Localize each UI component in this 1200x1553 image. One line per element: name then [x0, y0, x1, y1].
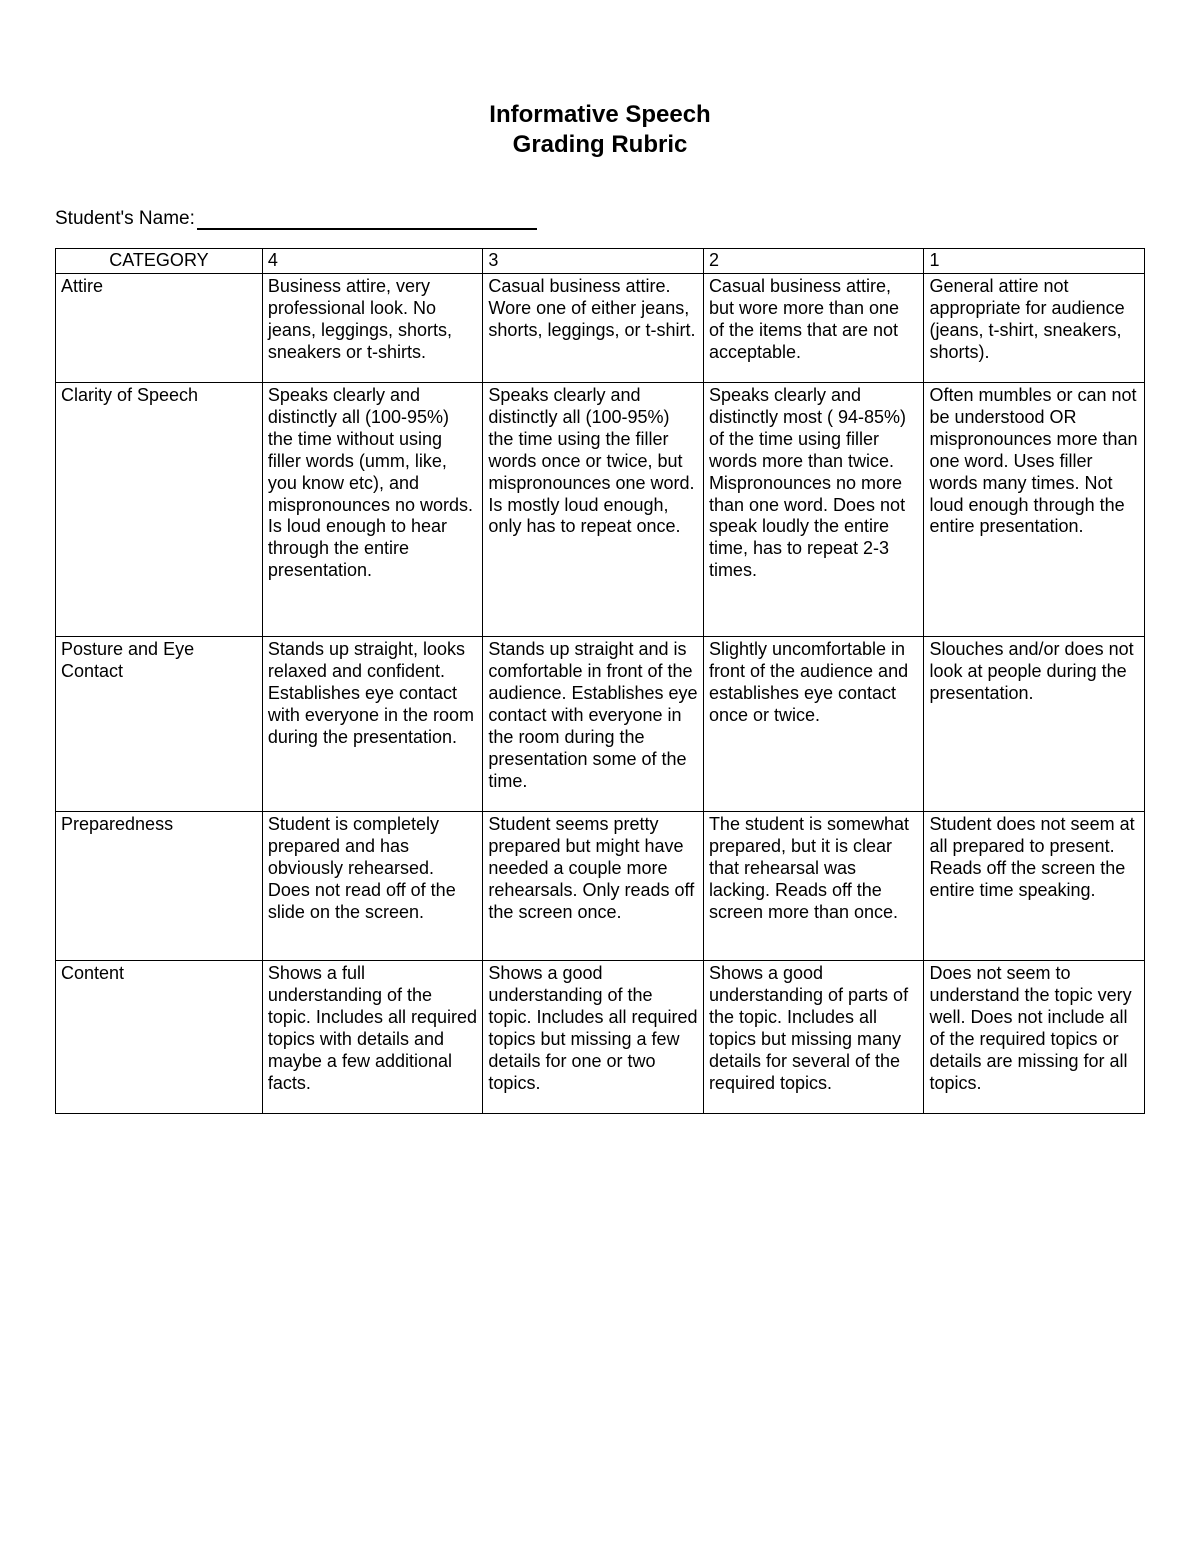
header-level-1: 1	[924, 249, 1145, 274]
row-category: Content	[56, 960, 263, 1113]
title-line-2: Grading Rubric	[55, 130, 1145, 160]
rubric-header-row: CATEGORY 4 3 2 1	[56, 249, 1145, 274]
row-cell: Student seems pretty prepared but might …	[483, 812, 704, 961]
row-cell: General attire not appropriate for audie…	[924, 273, 1145, 382]
row-cell: Speaks clearly and distinctly all (100-9…	[262, 382, 483, 637]
title-block: Informative Speech Grading Rubric	[55, 100, 1145, 160]
student-name-label: Student's Name:	[55, 208, 195, 230]
row-cell: Stands up straight, looks relaxed and co…	[262, 637, 483, 812]
row-cell: Casual business attire. Wore one of eith…	[483, 273, 704, 382]
title-line-1: Informative Speech	[55, 100, 1145, 130]
header-level-3: 3	[483, 249, 704, 274]
student-name-blank-line	[197, 210, 537, 230]
rubric-table: CATEGORY 4 3 2 1 Attire Business attire,…	[55, 248, 1145, 1114]
rubric-row: Posture and Eye Contact Stands up straig…	[56, 637, 1145, 812]
row-cell: Business attire, very professional look.…	[262, 273, 483, 382]
row-cell: Slouches and/or does not look at people …	[924, 637, 1145, 812]
rubric-body: Attire Business attire, very professiona…	[56, 273, 1145, 1113]
row-category: Posture and Eye Contact	[56, 637, 263, 812]
row-cell: Often mumbles or can not be understood O…	[924, 382, 1145, 637]
row-cell: Speaks clearly and distinctly all (100-9…	[483, 382, 704, 637]
row-category: Clarity of Speech	[56, 382, 263, 637]
rubric-row: Preparedness Student is completely prepa…	[56, 812, 1145, 961]
rubric-row: Content Shows a full understanding of th…	[56, 960, 1145, 1113]
row-cell: Shows a good understanding of parts of t…	[703, 960, 924, 1113]
page: Informative Speech Grading Rubric Studen…	[0, 0, 1200, 1174]
row-cell: Shows a full understanding of the topic.…	[262, 960, 483, 1113]
row-cell: Student is completely prepared and has o…	[262, 812, 483, 961]
student-name-row: Student's Name:	[55, 208, 1145, 230]
header-level-2: 2	[703, 249, 924, 274]
row-cell: The student is somewhat prepared, but it…	[703, 812, 924, 961]
row-category: Preparedness	[56, 812, 263, 961]
row-cell: Shows a good understanding of the topic.…	[483, 960, 704, 1113]
rubric-row: Attire Business attire, very professiona…	[56, 273, 1145, 382]
row-cell: Slightly uncomfortable in front of the a…	[703, 637, 924, 812]
rubric-row: Clarity of Speech Speaks clearly and dis…	[56, 382, 1145, 637]
header-category: CATEGORY	[56, 249, 263, 274]
row-category: Attire	[56, 273, 263, 382]
row-cell: Speaks clearly and distinctly most ( 94-…	[703, 382, 924, 637]
row-cell: Student does not seem at all prepared to…	[924, 812, 1145, 961]
row-cell: Stands up straight and is comfortable in…	[483, 637, 704, 812]
header-level-4: 4	[262, 249, 483, 274]
row-cell: Casual business attire, but wore more th…	[703, 273, 924, 382]
row-cell: Does not seem to understand the topic ve…	[924, 960, 1145, 1113]
